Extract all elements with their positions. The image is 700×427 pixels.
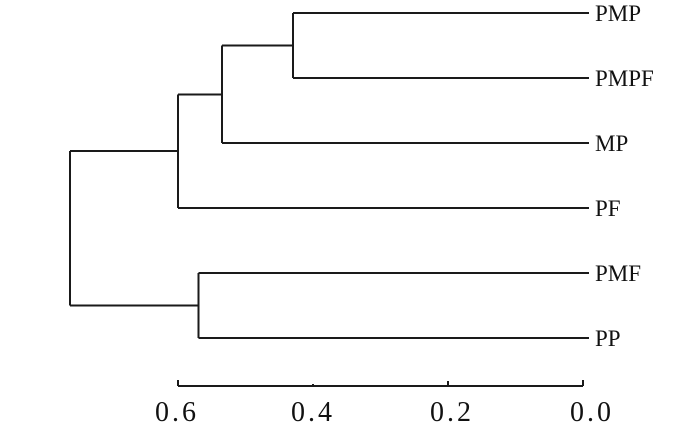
leaf-label-pp: PP bbox=[595, 326, 621, 351]
leaf-label-pf: PF bbox=[595, 196, 621, 221]
axis-tick-label: 0.2 bbox=[430, 397, 474, 427]
leaf-label-pmp: PMP bbox=[595, 1, 641, 26]
axis-tick-label: 0.0 bbox=[570, 397, 614, 427]
leaf-label-mp: MP bbox=[595, 131, 628, 156]
axis-tick-label: 0.6 bbox=[155, 397, 199, 427]
axis-tick-label: 0.4 bbox=[291, 397, 335, 427]
leaf-label-pmf: PMF bbox=[595, 261, 641, 286]
leaf-label-pmpf: PMPF bbox=[595, 66, 654, 91]
